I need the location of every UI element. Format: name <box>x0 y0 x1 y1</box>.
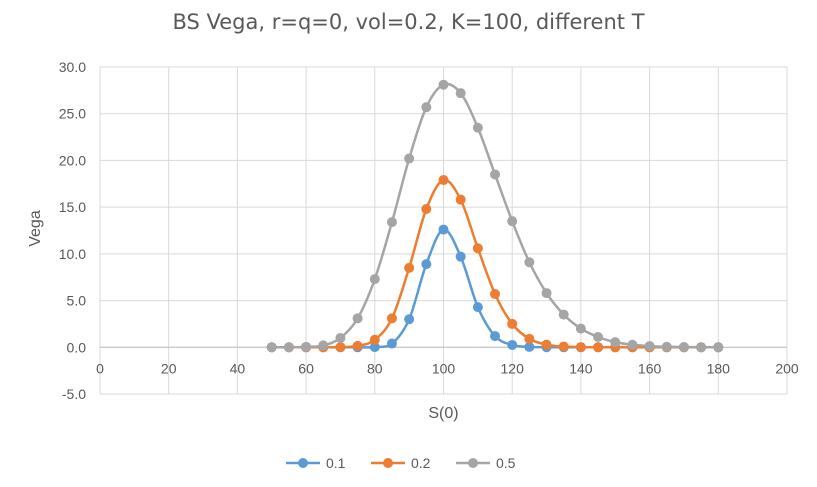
legend-marker-0.2 <box>383 458 393 468</box>
x-tick-label: 160 <box>638 360 662 376</box>
y-tick-label: 15.0 <box>59 199 86 215</box>
x-tick-label: 140 <box>569 360 593 376</box>
data-point-0.5 <box>438 79 449 90</box>
y-axis-label: Vega <box>27 210 44 247</box>
chart-title: BS Vega, r=q=0, vol=0.2, K=100, differen… <box>172 10 645 34</box>
data-point-0.1 <box>472 302 483 313</box>
data-point-0.2 <box>472 243 483 254</box>
data-point-0.5 <box>352 313 363 324</box>
x-tick-label: 180 <box>707 360 731 376</box>
data-point-0.2 <box>558 341 569 352</box>
data-point-0.5 <box>369 274 380 285</box>
data-point-0.5 <box>644 341 655 352</box>
data-point-0.1 <box>404 314 415 325</box>
data-point-0.5 <box>455 88 466 99</box>
data-point-0.2 <box>541 339 552 350</box>
y-tick-label: 10.0 <box>59 246 86 262</box>
data-point-0.5 <box>627 339 638 350</box>
x-tick-label: 80 <box>367 360 383 376</box>
data-point-0.5 <box>266 342 277 353</box>
data-point-0.2 <box>404 262 415 273</box>
data-point-0.5 <box>301 341 312 352</box>
data-point-0.1 <box>455 251 466 262</box>
data-point-0.2 <box>490 289 501 300</box>
y-tick-label: 30.0 <box>59 59 86 75</box>
x-tick-label: 200 <box>775 360 799 376</box>
y-tick-label: 25.0 <box>59 106 86 122</box>
legend-label-0.2: 0.2 <box>411 455 431 471</box>
y-tick-label: -5.0 <box>62 386 86 402</box>
y-tick-label: 0.0 <box>67 339 87 355</box>
data-point-0.2 <box>421 204 432 215</box>
data-point-0.2 <box>386 313 397 324</box>
data-point-0.5 <box>678 342 689 353</box>
data-point-0.5 <box>490 169 501 180</box>
data-point-0.5 <box>541 288 552 299</box>
data-point-0.1 <box>421 259 432 270</box>
data-point-0.5 <box>335 332 346 343</box>
data-point-0.5 <box>386 217 397 228</box>
data-point-0.5 <box>421 102 432 113</box>
series-line-0.2 <box>271 178 719 349</box>
series-line-0.5 <box>271 82 719 349</box>
data-point-0.2 <box>593 342 604 353</box>
data-point-0.2 <box>438 175 449 186</box>
data-point-0.5 <box>318 340 329 351</box>
legend-marker-0.5 <box>468 458 478 468</box>
legend-marker-0.1 <box>298 458 308 468</box>
data-point-0.1 <box>490 331 501 342</box>
data-point-0.2 <box>352 340 363 351</box>
x-tick-label: 60 <box>298 360 314 376</box>
legend-label-0.1: 0.1 <box>326 455 346 471</box>
y-tick-label: 20.0 <box>59 152 86 168</box>
data-point-0.2 <box>507 318 518 329</box>
data-point-0.5 <box>404 153 415 164</box>
legend-label-0.5: 0.5 <box>496 455 516 471</box>
data-point-0.5 <box>661 341 672 352</box>
data-point-0.5 <box>558 309 569 320</box>
data-point-0.5 <box>696 342 707 353</box>
data-point-0.2 <box>369 334 380 345</box>
series-line-0.1 <box>271 228 719 349</box>
data-point-0.1 <box>386 338 397 349</box>
data-point-0.5 <box>610 337 621 348</box>
y-tick-label: 5.0 <box>67 293 87 309</box>
data-point-0.1 <box>524 341 535 352</box>
data-point-0.2 <box>455 194 466 205</box>
data-point-0.2 <box>524 333 535 344</box>
x-axis-label: S(0) <box>428 405 458 422</box>
x-tick-label: 20 <box>161 360 177 376</box>
data-point-0.5 <box>507 216 518 227</box>
data-point-0.1 <box>507 339 518 350</box>
data-point-0.1 <box>369 342 380 353</box>
data-point-0.5 <box>593 332 604 343</box>
data-point-0.1 <box>438 224 449 235</box>
x-tick-label: 40 <box>230 360 246 376</box>
data-point-0.5 <box>713 342 724 353</box>
data-point-0.2 <box>335 342 346 353</box>
x-tick-label: 100 <box>432 360 456 376</box>
x-tick-label: 120 <box>501 360 525 376</box>
data-point-0.5 <box>575 323 586 334</box>
data-point-0.5 <box>524 257 535 268</box>
data-point-0.5 <box>472 122 483 133</box>
data-point-0.2 <box>575 342 586 353</box>
data-point-0.5 <box>283 342 294 353</box>
x-tick-label: 0 <box>96 360 104 376</box>
